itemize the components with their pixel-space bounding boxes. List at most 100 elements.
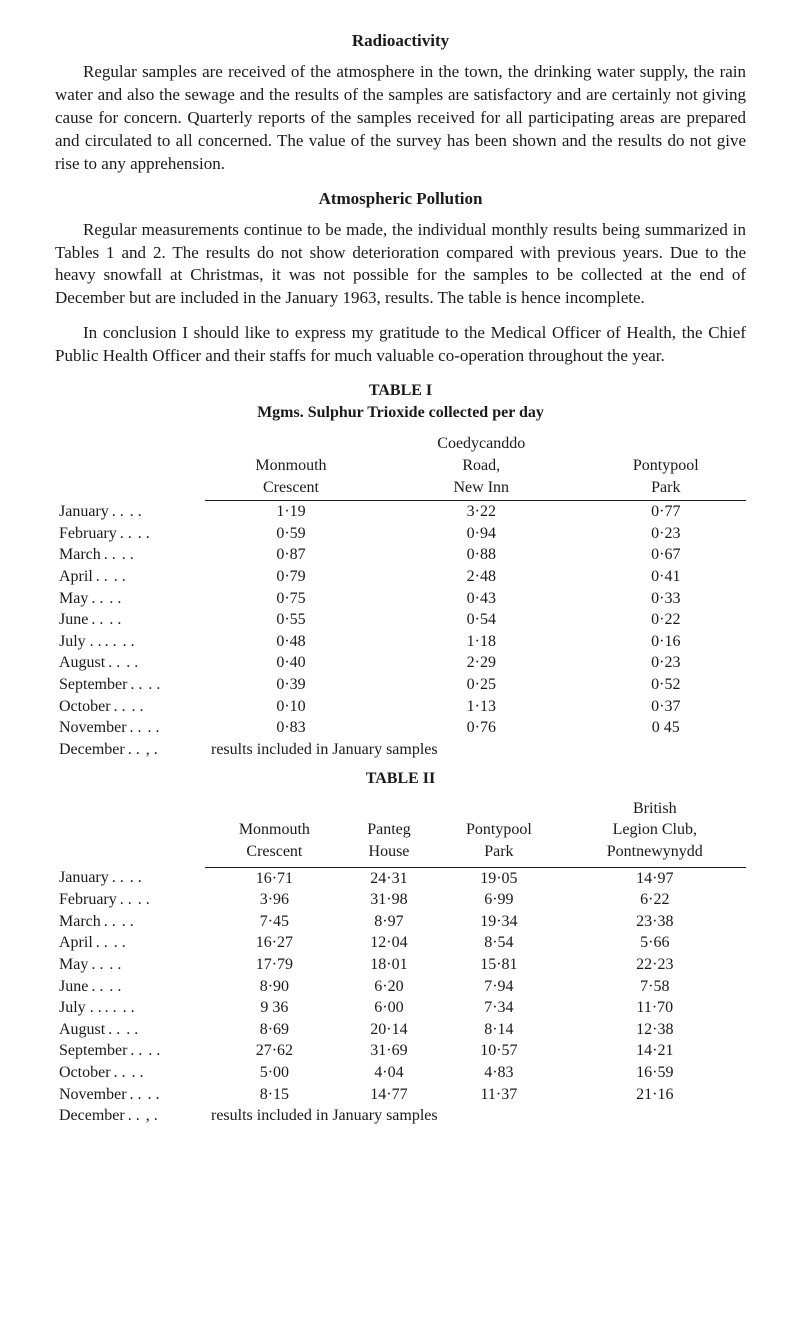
table-cell: 1·18 bbox=[377, 631, 586, 653]
table-cell: 0·67 bbox=[586, 544, 746, 566]
table-cell: 0·39 bbox=[205, 674, 377, 696]
table-row-label: September. .. . bbox=[55, 674, 205, 696]
table2-row-label-header bbox=[55, 796, 205, 867]
table-cell: 19·34 bbox=[434, 911, 563, 933]
table-cell: 24·31 bbox=[344, 867, 434, 889]
table-row-label: October. .. . bbox=[55, 696, 205, 718]
table-cell: 7·94 bbox=[434, 976, 563, 998]
para-atmospheric-2: In conclusion I should like to express m… bbox=[55, 322, 746, 368]
table-cell: 0·48 bbox=[205, 631, 377, 653]
table-row-label: May. .. . bbox=[55, 588, 205, 610]
table-cell: 6·99 bbox=[434, 889, 563, 911]
table-row-label: September. .. . bbox=[55, 1040, 205, 1062]
heading-atmospheric: Atmospheric Pollution bbox=[55, 188, 746, 211]
table-cell: 11·70 bbox=[564, 997, 746, 1019]
table2-col-3: British Legion Club, Pontnewynydd bbox=[564, 796, 746, 867]
table-cell: 0·75 bbox=[205, 588, 377, 610]
table-row-label: June. .. . bbox=[55, 609, 205, 631]
table-cell: 6·00 bbox=[344, 997, 434, 1019]
table-cell: 0·37 bbox=[586, 696, 746, 718]
table-cell: 15·81 bbox=[434, 954, 563, 976]
table-cell: 0·54 bbox=[377, 609, 586, 631]
table-row-label: December. ., . bbox=[55, 1105, 205, 1127]
table-cell: 0·22 bbox=[586, 609, 746, 631]
table-cell: 0·52 bbox=[586, 674, 746, 696]
table2-col-0: Monmouth Crescent bbox=[205, 796, 344, 867]
table-cell: 0·83 bbox=[205, 717, 377, 739]
table-cell: 3·96 bbox=[205, 889, 344, 911]
table-cell: 14·97 bbox=[564, 867, 746, 889]
table-cell: 0 45 bbox=[586, 717, 746, 739]
table-cell: 19·05 bbox=[434, 867, 563, 889]
table1-caption: Mgms. Sulphur Trioxide collected per day bbox=[55, 402, 746, 424]
table-cell: 21·16 bbox=[564, 1084, 746, 1106]
table-cell: 0·76 bbox=[377, 717, 586, 739]
table1-body: January. .. .1·193·220·77February. .. .0… bbox=[55, 501, 746, 761]
table-cell: 0·59 bbox=[205, 523, 377, 545]
table-cell: 0·33 bbox=[586, 588, 746, 610]
table-row-label: December. ., . bbox=[55, 739, 205, 761]
table-cell: 8·90 bbox=[205, 976, 344, 998]
table-cell: 0·16 bbox=[586, 631, 746, 653]
table-cell: 8·69 bbox=[205, 1019, 344, 1041]
table-cell: 16·27 bbox=[205, 932, 344, 954]
table1-col-1: Coedycanddo Road, New Inn bbox=[377, 431, 586, 500]
table-row-label: July . .. .. . bbox=[55, 631, 205, 653]
table-cell: 5·00 bbox=[205, 1062, 344, 1084]
table-row-label: August. .. . bbox=[55, 1019, 205, 1041]
table-cell: 11·37 bbox=[434, 1084, 563, 1106]
table-cell: 31·69 bbox=[344, 1040, 434, 1062]
table2-body: January. .. .16·7124·3119·0514·97Februar… bbox=[55, 867, 746, 1127]
table-row-label: January. .. . bbox=[55, 867, 205, 889]
table-cell: 31·98 bbox=[344, 889, 434, 911]
table-cell: 12·04 bbox=[344, 932, 434, 954]
table-cell: 18·01 bbox=[344, 954, 434, 976]
table-cell: 2·48 bbox=[377, 566, 586, 588]
table-cell: 6·22 bbox=[564, 889, 746, 911]
table-cell: 1·13 bbox=[377, 696, 586, 718]
table-cell: 0·41 bbox=[586, 566, 746, 588]
table-cell: 0·79 bbox=[205, 566, 377, 588]
para-atmospheric-1: Regular measurements continue to be made… bbox=[55, 219, 746, 311]
table-cell: 0·23 bbox=[586, 523, 746, 545]
table-row-label: April. .. . bbox=[55, 932, 205, 954]
table-cell: 2·29 bbox=[377, 652, 586, 674]
table-cell: 22·23 bbox=[564, 954, 746, 976]
table-cell: 0·88 bbox=[377, 544, 586, 566]
table-row-label: August. .. . bbox=[55, 652, 205, 674]
table-row-label: July . .. .. . bbox=[55, 997, 205, 1019]
table-row-label: November. .. . bbox=[55, 1084, 205, 1106]
table-cell: 16·59 bbox=[564, 1062, 746, 1084]
table-cell: 0·25 bbox=[377, 674, 586, 696]
table-row-label: April. .. . bbox=[55, 566, 205, 588]
table-cell: 9 36 bbox=[205, 997, 344, 1019]
table-cell: 1·19 bbox=[205, 501, 377, 523]
table1-col-2: Pontypool Park bbox=[586, 431, 746, 500]
table-row-label: October. .. . bbox=[55, 1062, 205, 1084]
table-cell: 0·55 bbox=[205, 609, 377, 631]
table-cell: 16·71 bbox=[205, 867, 344, 889]
table-cell: 5·66 bbox=[564, 932, 746, 954]
table1-label: TABLE I bbox=[55, 380, 746, 402]
table-cell: 7·58 bbox=[564, 976, 746, 998]
table-row-label: January. .. . bbox=[55, 501, 205, 523]
table-row-label: March. .. . bbox=[55, 911, 205, 933]
table-cell: 3·22 bbox=[377, 501, 586, 523]
table-cell: 8·97 bbox=[344, 911, 434, 933]
table-cell: 8·15 bbox=[205, 1084, 344, 1106]
table2-col-2: Pontypool Park bbox=[434, 796, 563, 867]
table-cell: 0·77 bbox=[586, 501, 746, 523]
table-row-label: March. .. . bbox=[55, 544, 205, 566]
heading-radioactivity: Radioactivity bbox=[55, 30, 746, 53]
para-radioactivity: Regular samples are received of the atmo… bbox=[55, 61, 746, 176]
table-cell: 10·57 bbox=[434, 1040, 563, 1062]
table-cell: 7·34 bbox=[434, 997, 563, 1019]
table-cell: 4·83 bbox=[434, 1062, 563, 1084]
table-cell: 27·62 bbox=[205, 1040, 344, 1062]
table-cell: 17·79 bbox=[205, 954, 344, 976]
table-cell: 12·38 bbox=[564, 1019, 746, 1041]
table-cell: 6·20 bbox=[344, 976, 434, 998]
table-cell: 4·04 bbox=[344, 1062, 434, 1084]
table-row-label: May. .. . bbox=[55, 954, 205, 976]
table1-row-label-header bbox=[55, 431, 205, 500]
